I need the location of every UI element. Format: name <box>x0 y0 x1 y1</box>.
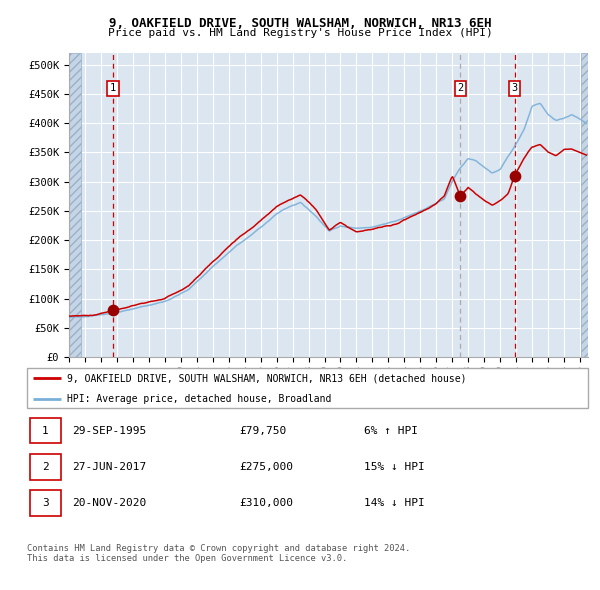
Text: 1: 1 <box>42 426 49 436</box>
Text: 9, OAKFIELD DRIVE, SOUTH WALSHAM, NORWICH, NR13 6EH (detached house): 9, OAKFIELD DRIVE, SOUTH WALSHAM, NORWIC… <box>67 373 466 383</box>
Point <box>108 306 118 315</box>
Text: 1: 1 <box>110 83 116 93</box>
FancyBboxPatch shape <box>29 490 61 516</box>
FancyBboxPatch shape <box>27 368 588 408</box>
Text: 29-SEP-1995: 29-SEP-1995 <box>72 426 146 436</box>
Bar <box>581 53 588 357</box>
Bar <box>69 53 81 357</box>
Text: HPI: Average price, detached house, Broadland: HPI: Average price, detached house, Broa… <box>67 394 331 404</box>
Text: 6% ↑ HPI: 6% ↑ HPI <box>364 426 418 436</box>
Text: 3: 3 <box>511 83 518 93</box>
Text: 20-NOV-2020: 20-NOV-2020 <box>72 498 146 508</box>
Text: £275,000: £275,000 <box>239 462 293 472</box>
Text: 14% ↓ HPI: 14% ↓ HPI <box>364 498 425 508</box>
Text: 15% ↓ HPI: 15% ↓ HPI <box>364 462 425 472</box>
Point <box>510 171 520 181</box>
Text: 2: 2 <box>457 83 463 93</box>
Text: £79,750: £79,750 <box>239 426 287 436</box>
FancyBboxPatch shape <box>29 418 61 444</box>
Text: 27-JUN-2017: 27-JUN-2017 <box>72 462 146 472</box>
Text: 2: 2 <box>42 462 49 472</box>
Text: Price paid vs. HM Land Registry's House Price Index (HPI): Price paid vs. HM Land Registry's House … <box>107 28 493 38</box>
Text: £310,000: £310,000 <box>239 498 293 508</box>
Text: 3: 3 <box>42 498 49 508</box>
Text: 9, OAKFIELD DRIVE, SOUTH WALSHAM, NORWICH, NR13 6EH: 9, OAKFIELD DRIVE, SOUTH WALSHAM, NORWIC… <box>109 17 491 30</box>
Point <box>455 192 465 201</box>
FancyBboxPatch shape <box>29 454 61 480</box>
Text: Contains HM Land Registry data © Crown copyright and database right 2024.
This d: Contains HM Land Registry data © Crown c… <box>27 544 410 563</box>
